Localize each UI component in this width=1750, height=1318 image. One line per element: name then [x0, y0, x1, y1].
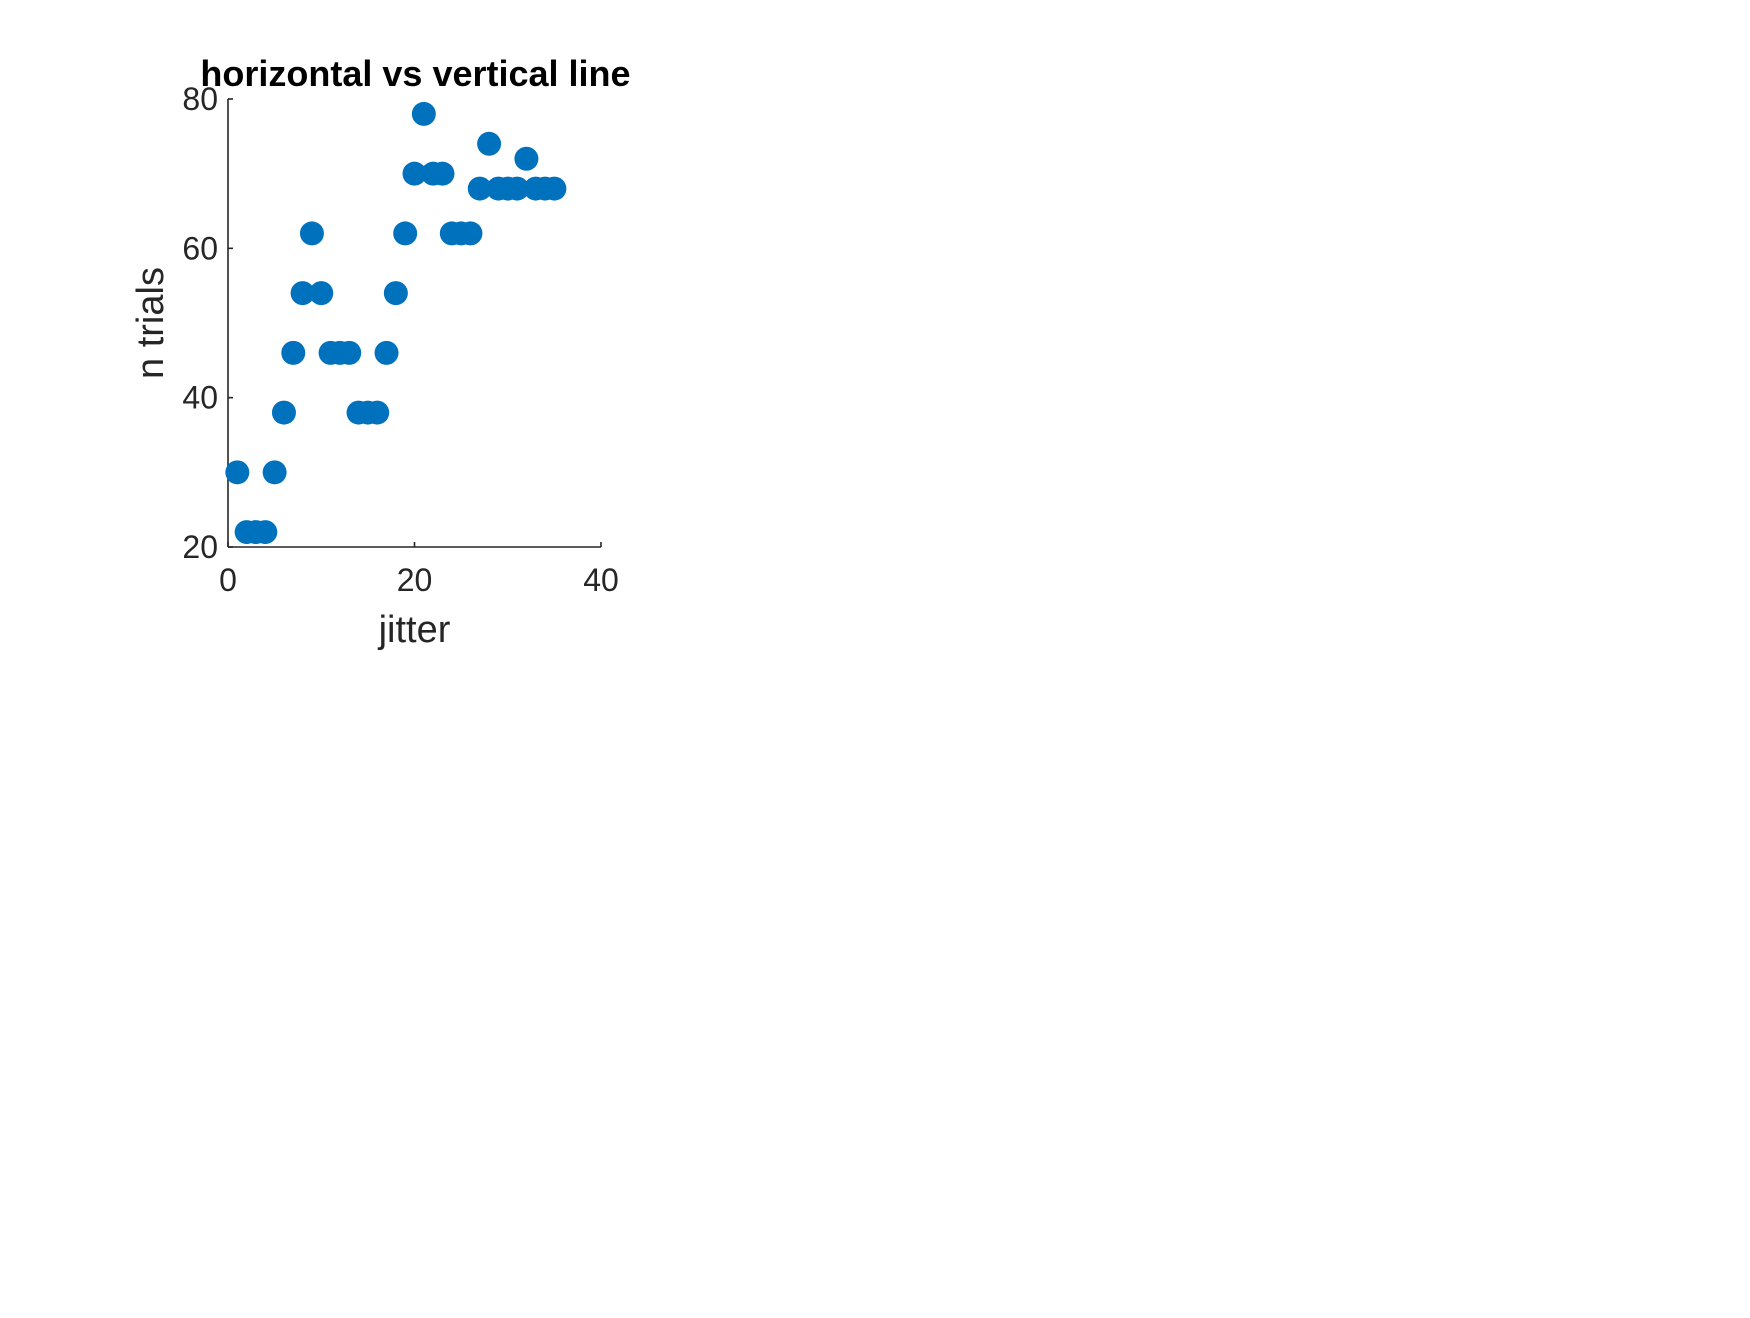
- data-point: [281, 340, 306, 365]
- data-point: [393, 221, 418, 246]
- x-axis-label: jitter: [378, 609, 451, 651]
- data-point: [383, 281, 408, 306]
- data-point: [290, 281, 315, 306]
- chart-title: horizontal vs vertical line: [200, 53, 630, 94]
- data-point: [299, 221, 324, 246]
- data-point: [309, 281, 334, 306]
- data-point: [271, 400, 296, 425]
- y-tick-label: 80: [182, 81, 218, 117]
- data-points: [225, 101, 567, 545]
- data-point: [262, 460, 287, 485]
- data-point: [253, 520, 278, 545]
- data-point: [542, 176, 567, 201]
- data-point: [430, 161, 455, 186]
- y-axis-label: n trials: [130, 267, 172, 379]
- data-point: [225, 460, 250, 485]
- y-tick-label: 60: [182, 230, 218, 266]
- data-point: [477, 131, 502, 156]
- data-point: [374, 340, 399, 365]
- data-point: [411, 101, 436, 126]
- data-point: [402, 161, 427, 186]
- data-point: [514, 146, 539, 171]
- x-tick-label: 40: [583, 562, 619, 598]
- x-tick-label: 20: [397, 562, 433, 598]
- data-point: [337, 340, 362, 365]
- data-point: [505, 176, 530, 201]
- data-point: [467, 176, 492, 201]
- x-tick-label: 0: [219, 562, 237, 598]
- y-tick-label: 40: [182, 380, 218, 416]
- data-point: [365, 400, 390, 425]
- data-point: [458, 221, 483, 246]
- y-tick-label: 20: [182, 529, 218, 565]
